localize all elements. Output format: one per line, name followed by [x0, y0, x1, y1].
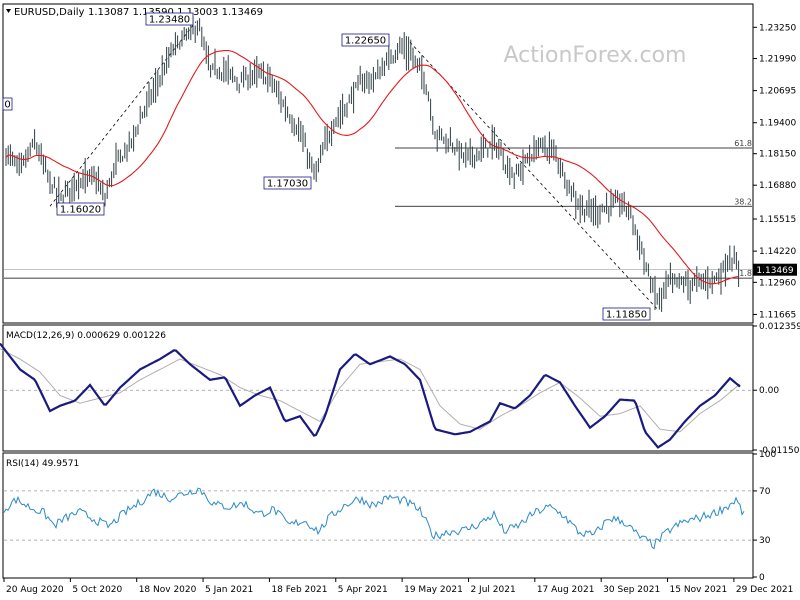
- moving-average: [5, 49, 739, 285]
- time-tick-label: 18 Nov 2020: [139, 585, 197, 595]
- price-tick-label: 1.11665: [759, 310, 796, 320]
- price-tick-label: 1.12960: [759, 278, 796, 288]
- ohlc-readout: 1.13087 1.13590 1.13003 1.13469: [88, 7, 263, 18]
- price-label-box: [56, 202, 105, 216]
- macd-tick-label: 0.012359: [759, 322, 800, 332]
- price-label: 1.16020: [60, 205, 101, 216]
- rsi-line: [3, 487, 745, 550]
- dropdown-triangle-icon[interactable]: [6, 9, 11, 13]
- rsi-tick-label: 100: [759, 450, 776, 460]
- price-panel-frame: [2, 3, 754, 324]
- rsi-tick-label: 70: [759, 487, 771, 497]
- time-tick-label: 20 Aug 2020: [6, 585, 64, 595]
- fib-level-label: 38.2: [734, 197, 752, 206]
- macd-tick-label: 0.00: [759, 386, 779, 396]
- price-tick-label: 1.23250: [759, 23, 796, 33]
- rsi-axis: 100 70 30 0: [4, 450, 776, 583]
- time-tick-label: 5 Oct 2020: [72, 585, 122, 595]
- time-axis: 20 Aug 2020 5 Oct 2020 18 Nov 2020 5 Jan 20…: [3, 578, 794, 595]
- time-tick-label: 5 Jan 2021: [205, 585, 253, 595]
- price-tick-label: 1.16880: [759, 181, 796, 191]
- price-bars: [5, 16, 740, 312]
- macd-panel-frame: [2, 324, 754, 452]
- price-label: 1.11850: [606, 310, 647, 321]
- price-tick-label: 1.18150: [759, 150, 796, 160]
- rsi-title: RSI(14) 49.9571: [6, 459, 79, 469]
- price-axis: 1.23250 1.21990 1.20695 1.19400 1.18150 1.168…: [753, 23, 796, 320]
- time-tick-label: 29 Dec 2021: [736, 585, 794, 595]
- price-label-box: [602, 307, 651, 321]
- time-tick-label: 18 Feb 2021: [271, 585, 327, 595]
- price-label-box: [145, 12, 194, 26]
- price-label: 1.23480: [149, 15, 190, 26]
- price-label: 0: [4, 100, 10, 111]
- time-tick-label: 17 Aug 2021: [537, 585, 595, 595]
- price-label-box: [341, 33, 390, 47]
- price-label: 1.17030: [267, 179, 308, 190]
- moving-average-line: [5, 49, 739, 285]
- macd-axis: 0.012359 0.00 -0.011502: [4, 322, 800, 456]
- macd-lines: [0, 342, 741, 449]
- time-tick-label: 5 Apr 2021: [338, 585, 388, 595]
- price-tick-label: 1.14220: [759, 247, 796, 257]
- fib-level-label: 61.8: [734, 139, 752, 148]
- price-labels: 1.23480 1.16020 1.17030 1.22650 1.11850 0 1.13…: [2, 12, 797, 321]
- macd-title: MACD(12,26,9) 0.000629 0.001226: [6, 331, 166, 341]
- price-tick-label: 1.15515: [759, 215, 796, 225]
- time-tick-label: 2 Jul 2021: [470, 585, 515, 595]
- price-label-box: [263, 176, 312, 190]
- last-price-text: 1.13469: [756, 266, 793, 276]
- price-tick-label: 1.21990: [759, 55, 796, 65]
- macd-main-line: [0, 342, 741, 449]
- rsi-lines: [3, 487, 745, 550]
- rsi-tick-label: 0: [759, 573, 765, 583]
- macd-tick-label: -0.011502: [759, 446, 800, 456]
- fib-level-label: 1.8: [739, 269, 752, 278]
- chart-title: EURUSD,Daily: [14, 7, 85, 18]
- last-price-tag: [753, 263, 797, 276]
- time-tick-label: 19 May 2021: [404, 585, 463, 595]
- price-tick-label: 1.19400: [759, 119, 796, 129]
- rsi-tick-label: 30: [759, 536, 771, 546]
- watermark-text: ActionForex.com: [504, 43, 687, 68]
- price-tick-label: 1.20695: [759, 87, 796, 97]
- time-tick-label: 15 Nov 2021: [670, 585, 728, 595]
- rsi-panel-frame: [2, 452, 754, 579]
- time-tick-label: 30 Sep 2021: [603, 585, 660, 595]
- price-label-box: [2, 97, 13, 111]
- price-label: 1.22650: [345, 36, 386, 47]
